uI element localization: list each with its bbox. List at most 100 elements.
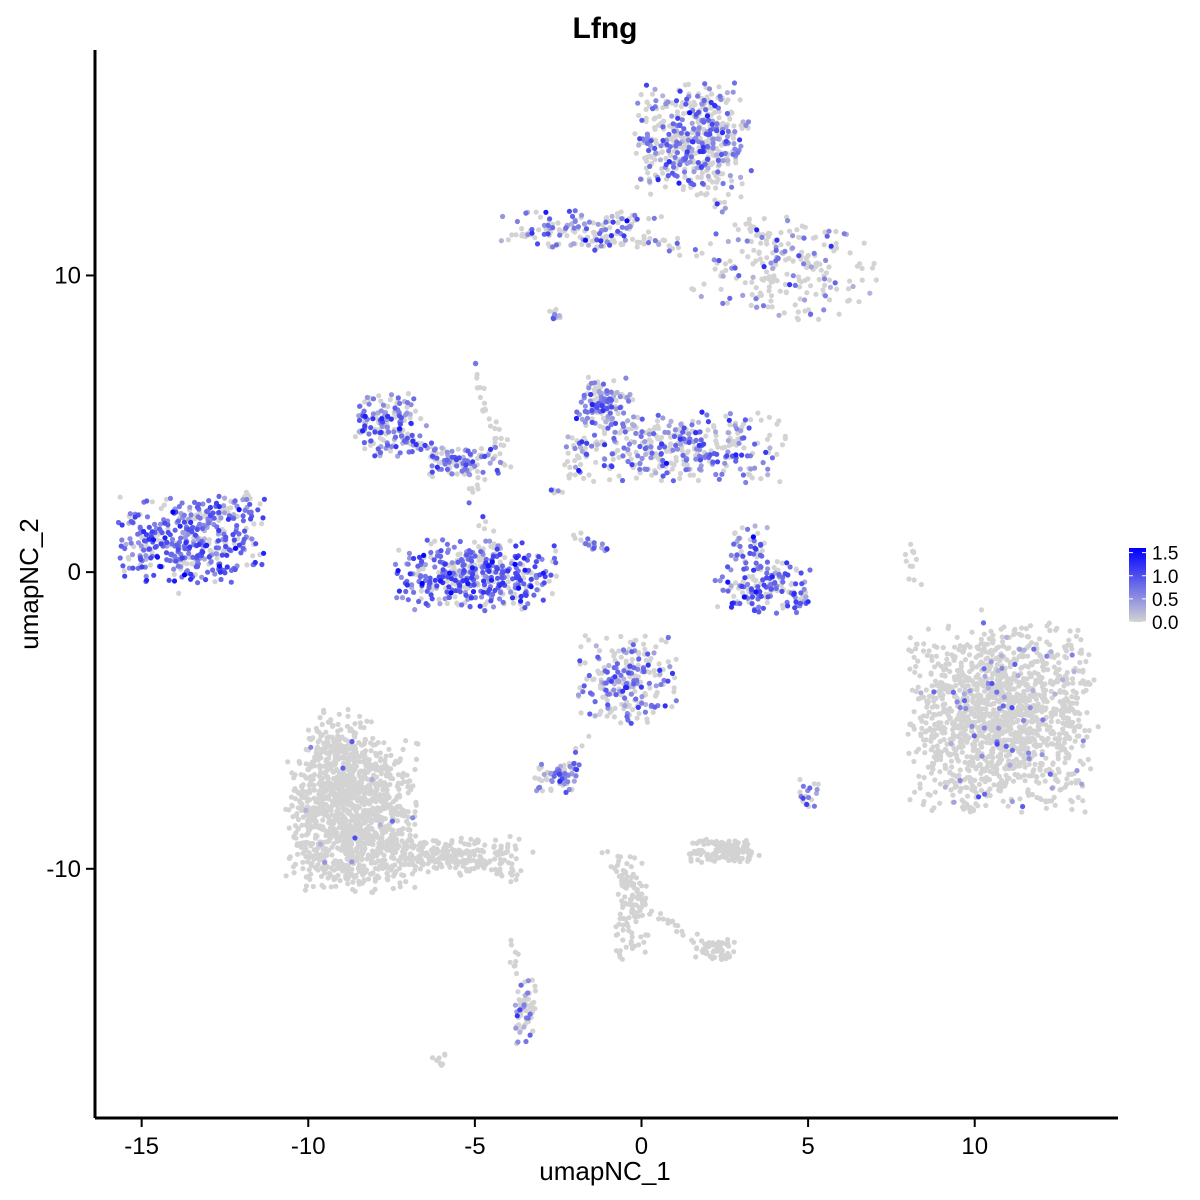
data-point: [985, 649, 992, 656]
data-point: [482, 406, 488, 412]
data-point: [508, 464, 514, 470]
data-point: [764, 255, 770, 261]
data-point: [513, 877, 519, 883]
data-point: [941, 724, 947, 730]
data-point: [675, 923, 681, 929]
data-point: [1095, 724, 1101, 730]
data-point: [1078, 637, 1084, 643]
data-point: [913, 749, 920, 755]
data-point: [1084, 710, 1090, 716]
data-point: [962, 759, 968, 765]
data-point: [513, 232, 519, 238]
data-point: [578, 530, 584, 536]
data-point: [665, 917, 671, 923]
data-point: [373, 780, 379, 787]
data-point: [739, 525, 745, 531]
data-point: [1073, 690, 1079, 696]
data-point: [477, 853, 483, 859]
data-point: [915, 696, 922, 702]
data-point: [469, 485, 475, 492]
data-point: [1036, 780, 1042, 786]
data-point: [331, 738, 337, 744]
data-point: [656, 916, 662, 922]
data-point: [755, 530, 761, 536]
data-point: [437, 862, 443, 868]
data-point: [382, 792, 388, 798]
data-point: [362, 869, 368, 875]
data-point: [985, 754, 992, 760]
data-point: [908, 648, 915, 654]
data-point: [330, 825, 336, 831]
data-point: [585, 374, 592, 380]
data-point: [949, 708, 955, 714]
data-point: [634, 244, 640, 250]
data-point: [1012, 730, 1018, 736]
data-point: [947, 668, 953, 675]
data-point: [629, 934, 635, 940]
data-point: [1012, 630, 1018, 636]
data-point: [1017, 735, 1024, 741]
data-point: [184, 561, 190, 567]
data-point: [510, 600, 516, 606]
data-point: [474, 482, 480, 488]
data-point: [368, 740, 374, 746]
data-point: [748, 851, 754, 857]
data-point: [404, 772, 410, 778]
data-point: [994, 661, 1000, 668]
data-point: [362, 446, 368, 452]
data-point: [336, 737, 342, 743]
data-point: [285, 759, 291, 765]
data-point: [317, 750, 324, 756]
data-point: [1027, 623, 1034, 629]
data-point: [1068, 780, 1074, 786]
data-point: [564, 233, 570, 239]
data-point: [615, 219, 621, 226]
data-point: [974, 737, 980, 743]
data-point: [381, 852, 387, 858]
data-point: [498, 846, 504, 852]
data-point: [634, 414, 641, 420]
data-point: [1036, 727, 1042, 733]
data-point: [149, 499, 155, 505]
data-point: [671, 685, 677, 691]
data-point: [353, 795, 359, 801]
data-point: [766, 274, 772, 280]
data-point: [454, 600, 460, 606]
data-point: [401, 841, 408, 847]
data-point: [366, 840, 372, 847]
data-point: [505, 585, 512, 591]
data-point: [303, 822, 309, 828]
data-point: [617, 911, 623, 917]
data-point: [492, 856, 498, 862]
data-point: [941, 709, 947, 715]
data-point: [928, 653, 935, 660]
data-point: [628, 864, 634, 870]
data-point: [456, 847, 462, 853]
data-point: [324, 852, 330, 859]
data-point: [757, 256, 763, 262]
data-point: [1004, 645, 1011, 652]
data-point: [668, 460, 674, 466]
data-point: [1025, 687, 1031, 693]
data-point: [749, 475, 755, 481]
data-point: [674, 109, 681, 115]
data-point: [639, 891, 645, 897]
data-point: [911, 654, 917, 660]
data-point: [1063, 648, 1070, 654]
data-point: [912, 669, 918, 675]
data-point: [1035, 720, 1041, 727]
data-point: [352, 434, 358, 440]
data-point: [1057, 736, 1063, 742]
data-point: [701, 281, 707, 287]
data-point: [1070, 680, 1076, 686]
data-point: [798, 279, 805, 285]
data-point: [516, 997, 522, 1003]
data-point: [948, 787, 954, 793]
data-point: [439, 450, 445, 456]
data-point: [300, 866, 306, 872]
data-point: [477, 394, 483, 400]
data-point: [486, 416, 492, 422]
data-point: [981, 631, 987, 637]
data-point: [982, 768, 988, 774]
data-point: [826, 264, 832, 270]
